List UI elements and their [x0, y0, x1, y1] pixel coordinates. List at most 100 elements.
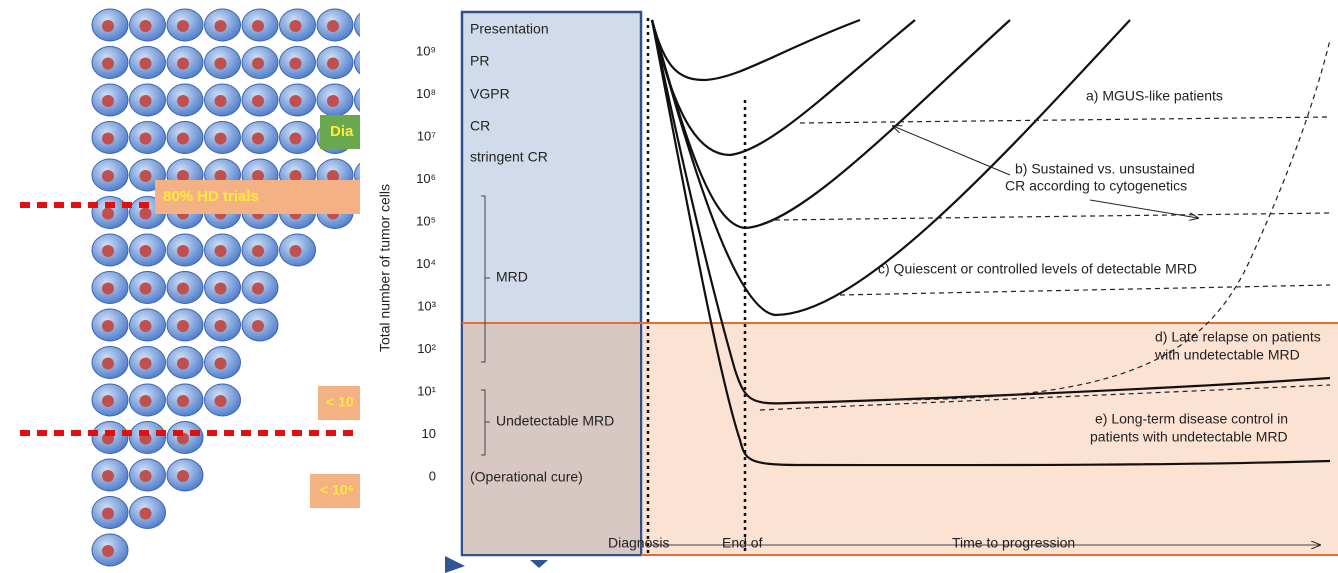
- x-label: Time to progression: [952, 535, 1075, 551]
- nucleus: [214, 282, 227, 295]
- level-label: Undetectable MRD: [496, 413, 614, 429]
- nucleus: [252, 320, 264, 332]
- nucleus: [139, 95, 152, 107]
- annotation: e) Long-term disease control in: [1095, 411, 1288, 427]
- nucleus: [102, 395, 114, 407]
- nucleus: [214, 170, 227, 182]
- nucleus: [177, 57, 189, 70]
- annotation: d) Late relapse on patients: [1155, 329, 1321, 345]
- dashed-line: [879, 39, 1331, 401]
- nucleus: [102, 132, 114, 145]
- nucleus: [139, 132, 152, 145]
- y-tick-label: 10⁶: [416, 171, 436, 186]
- label: Dia: [330, 123, 354, 140]
- nucleus: [139, 57, 152, 70]
- curve: [650, 19, 1131, 317]
- nucleus: [102, 95, 114, 107]
- y-tick-label: 10⁵: [416, 213, 436, 228]
- arrow: [893, 126, 1011, 176]
- nucleus: [102, 207, 114, 220]
- y-tick-label: 0: [429, 468, 436, 483]
- nucleus: [289, 95, 302, 107]
- nucleus: [327, 95, 339, 107]
- curve: [650, 19, 1331, 467]
- undetectable-zone: [641, 323, 1338, 555]
- nucleus: [139, 20, 152, 32]
- bracket: [481, 389, 490, 456]
- x-label: End of: [722, 535, 763, 551]
- levels-box-lower: [463, 323, 640, 554]
- decoration: [445, 556, 548, 573]
- y-tick-label: 10⁹: [416, 43, 436, 58]
- label-box: [155, 180, 360, 214]
- y-tick-label: 10¹: [417, 383, 436, 398]
- nucleus: [102, 357, 114, 370]
- y-tick-label: 10²: [417, 341, 436, 356]
- nucleus: [139, 395, 152, 407]
- nucleus: [139, 282, 152, 295]
- nucleus: [289, 170, 302, 182]
- dashed-line: [799, 116, 1331, 124]
- levels: Presentation PR VGPR CR stringent CR MRD Undet…: [470, 21, 614, 485]
- nucleus: [214, 20, 227, 32]
- nucleus: [177, 282, 189, 295]
- bracket: [481, 195, 490, 363]
- nucleus: [139, 357, 152, 370]
- nucleus: [252, 132, 264, 145]
- nucleus: [177, 245, 189, 257]
- nucleus: [139, 507, 152, 520]
- annotation: b) Sustained vs. unsustained: [1015, 161, 1195, 177]
- nucleus: [177, 357, 189, 370]
- nucleus: [177, 395, 189, 407]
- y-tick-label: 10⁷: [417, 128, 436, 143]
- nucleus: [214, 245, 227, 257]
- nucleus: [214, 132, 227, 145]
- y-tick-label: 10⁸: [416, 86, 436, 101]
- level-label: Presentation: [470, 21, 549, 37]
- nucleus: [289, 57, 302, 70]
- nucleus: [327, 57, 339, 70]
- annotation: c) Quiescent or controlled levels of det…: [878, 261, 1197, 277]
- nucleus: [327, 20, 339, 32]
- label: 80% HD trials: [163, 188, 259, 205]
- nucleus: [177, 470, 189, 482]
- nucleus: [139, 245, 152, 257]
- nucleus: [252, 282, 264, 295]
- nucleus: [102, 20, 114, 32]
- nucleus: [102, 170, 114, 182]
- y-tick-label: 10: [422, 426, 436, 441]
- nucleus: [102, 507, 114, 520]
- nucleus: [177, 132, 189, 145]
- nucleus: [327, 170, 339, 182]
- y-tick-label: 10³: [417, 298, 436, 313]
- dashed-line: [774, 212, 1331, 221]
- level-label: VGPR: [470, 86, 510, 102]
- nucleus: [252, 170, 264, 182]
- nucleus: [102, 320, 114, 332]
- curve: [650, 19, 1011, 230]
- nucleus: [214, 395, 227, 407]
- y-ticks: 10⁹ 10⁸ 10⁷ 10⁶ 10⁵ 10⁴ 10³ 10² 10¹ 10 0: [416, 43, 437, 483]
- nucleus: [214, 320, 227, 332]
- nucleus: [214, 57, 227, 70]
- nucleus: [139, 207, 152, 220]
- nucleus: [214, 357, 227, 370]
- nucleus: [139, 470, 152, 482]
- annotation: CR according to cytogenetics: [1005, 178, 1187, 194]
- nucleus: [102, 470, 114, 482]
- nucleus: [289, 132, 302, 145]
- nucleus: [102, 57, 114, 70]
- nucleus: [252, 245, 264, 257]
- curve: [650, 19, 1331, 405]
- curve: [650, 18, 861, 82]
- nucleus: [289, 245, 302, 257]
- nucleus: [177, 95, 189, 107]
- nucleus: [177, 20, 189, 32]
- nucleus: [139, 170, 152, 182]
- nucleus: [139, 320, 152, 332]
- nucleus: [252, 95, 264, 107]
- nucleus: [252, 57, 264, 70]
- level-label: PR: [470, 53, 489, 69]
